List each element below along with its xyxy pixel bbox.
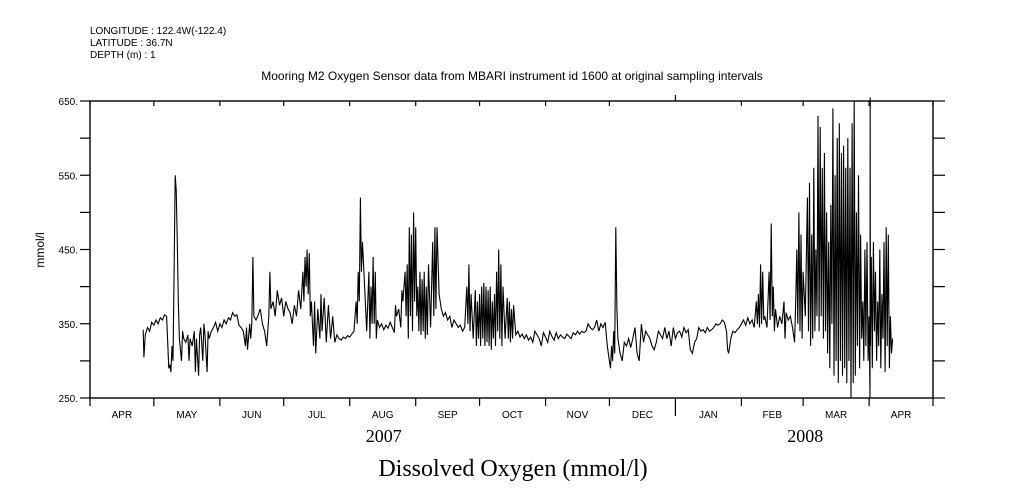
depth-label: DEPTH (m) : 1 (90, 50, 156, 61)
x-month-label: NOV (567, 410, 589, 421)
x-axis-title: Dissolved Oxygen (mmol/l) (378, 456, 647, 482)
data-series-line (142, 97, 894, 399)
y-tick-label: 650. (59, 97, 78, 108)
y-tick-label: 250. (59, 394, 78, 405)
x-month-label: MAR (825, 410, 847, 421)
y-tick-label: 350. (59, 320, 78, 331)
x-month-label: MAY (176, 410, 197, 421)
x-month-label: FEB (763, 410, 783, 421)
longitude-label: LONGITUDE : 122.4W(-122.4) (90, 26, 227, 37)
latitude-label: LATITUDE : 36.7N (90, 38, 173, 49)
y-tick-label: 550. (59, 171, 78, 182)
x-month-label: OCT (502, 410, 523, 421)
chart-title: Mooring M2 Oxygen Sensor data from MBARI… (261, 69, 763, 83)
x-month-label: JUL (308, 410, 326, 421)
x-month-label: APR (891, 410, 912, 421)
x-month-label: DEC (632, 410, 653, 421)
y-tick-label: 450. (59, 246, 78, 257)
x-month-label: SEP (438, 410, 458, 421)
x-month-label: AUG (372, 410, 394, 421)
x-month-label: JAN (699, 410, 718, 421)
x-month-label: JUN (242, 410, 261, 421)
y-axis-title: mmol/l (33, 232, 47, 267)
x-year-label: 2007 (366, 426, 402, 446)
x-year-label: 2008 (787, 426, 823, 446)
x-month-label: APR (112, 410, 133, 421)
